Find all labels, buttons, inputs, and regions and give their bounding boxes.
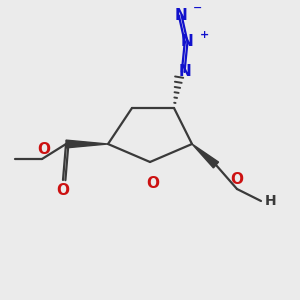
Text: N: N [181,34,194,50]
Text: −: − [193,2,203,13]
Text: +: + [200,29,208,40]
Text: N: N [175,8,188,22]
Text: O: O [56,183,70,198]
Text: O: O [230,172,244,188]
Text: O: O [146,176,160,190]
Text: H: H [265,194,276,208]
Polygon shape [66,140,108,148]
Text: O: O [37,142,50,158]
Polygon shape [192,144,219,168]
Text: N: N [178,64,191,80]
